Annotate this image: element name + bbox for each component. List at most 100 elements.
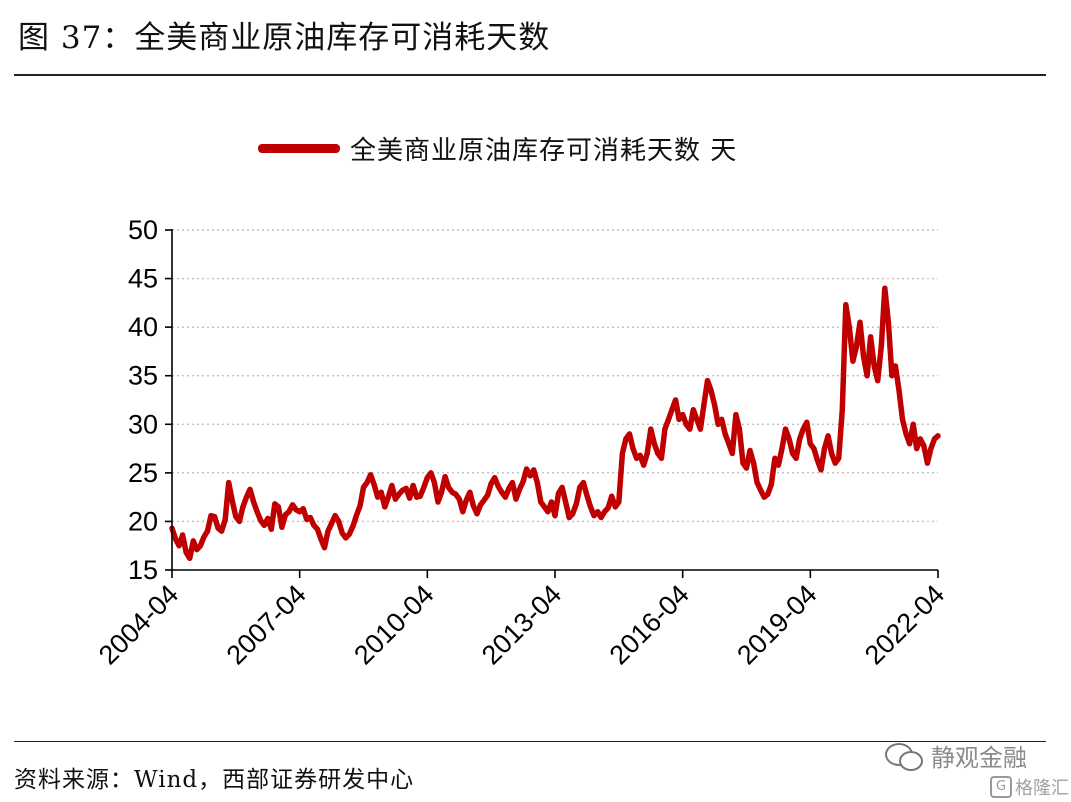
- data-point: [353, 513, 359, 519]
- data-point: [821, 446, 828, 452]
- data-point: [899, 416, 906, 422]
- data-point: [829, 450, 835, 456]
- data-point: [836, 455, 842, 461]
- data-point: [669, 407, 675, 413]
- data-point: [811, 446, 817, 452]
- data-point: [516, 486, 523, 492]
- watermark: 静观金融: [885, 738, 1027, 773]
- data-point: [591, 513, 597, 519]
- data-point: [605, 505, 611, 511]
- data-point: [726, 441, 732, 447]
- data-point: [903, 431, 909, 437]
- data-point: [761, 494, 767, 500]
- data-point: [417, 493, 423, 499]
- data-point: [651, 441, 657, 447]
- data-point: [513, 496, 519, 502]
- x-tick-labels: 2004-04 2007-04 2010-04 2013-04 2016-04 2019-…: [93, 579, 950, 670]
- data-point: [754, 480, 760, 486]
- x-tick-label: 2016-04: [604, 579, 695, 670]
- data-point: [375, 494, 381, 500]
- data-point: [864, 373, 870, 379]
- data-point: [502, 494, 508, 500]
- data-point: [290, 502, 296, 508]
- data-point: [378, 489, 384, 495]
- data-point: [814, 457, 821, 463]
- data-point: [424, 475, 430, 481]
- data-point: [520, 479, 526, 485]
- data-point: [446, 484, 452, 490]
- data-point: [673, 397, 679, 403]
- data-point: [832, 460, 838, 466]
- data-point: [527, 473, 533, 479]
- data-point: [467, 489, 473, 495]
- data-point: [868, 334, 874, 340]
- data-point: [889, 373, 895, 379]
- data-point: [910, 421, 916, 427]
- data-point: [878, 344, 884, 350]
- data-point: [318, 536, 324, 542]
- data-point: [772, 455, 778, 461]
- data-point: [282, 511, 289, 518]
- data-point: [460, 509, 466, 515]
- wechat-icon: [885, 742, 925, 771]
- y-tick-label: 20: [128, 506, 158, 536]
- data-point: [846, 324, 852, 330]
- data-point: [860, 353, 867, 359]
- y-tick-label: 35: [128, 361, 158, 391]
- data-point: [751, 460, 757, 466]
- footer-divider: [14, 741, 1046, 742]
- data-point: [914, 446, 920, 452]
- data-point: [882, 285, 888, 291]
- data-point: [779, 446, 785, 452]
- data-point: [758, 487, 764, 493]
- y-tick-label: 50: [128, 215, 158, 245]
- figure-title: 图 37：全美商业原油库存可消耗天数: [18, 20, 551, 56]
- data-point: [371, 481, 377, 488]
- data-point: [286, 509, 292, 515]
- x-tick-label: 2010-04: [348, 579, 439, 670]
- data-point: [907, 441, 913, 447]
- data-point: [403, 485, 409, 491]
- data-point: [786, 436, 792, 442]
- data-point: [538, 499, 544, 505]
- data-point: [641, 462, 647, 468]
- data-point: [321, 545, 328, 551]
- data-point: [438, 489, 445, 495]
- data-point: [219, 528, 225, 534]
- data-point: [630, 446, 636, 452]
- data-point: [531, 467, 537, 473]
- data-point: [580, 480, 587, 486]
- data-point: [570, 511, 576, 517]
- x-tick-label: 2013-04: [476, 579, 567, 670]
- data-point: [176, 543, 182, 549]
- axes: [165, 229, 939, 578]
- data-point: [662, 426, 668, 432]
- data-point: [921, 443, 927, 449]
- data-point: [307, 514, 313, 521]
- data-point: [268, 526, 274, 532]
- data-point: [265, 515, 271, 522]
- data-point: [197, 543, 203, 549]
- data-point: [712, 402, 718, 408]
- publisher-mark: G 格隆汇: [990, 774, 1069, 800]
- data-point: [687, 426, 693, 432]
- data-point: [258, 517, 264, 524]
- data-point: [336, 518, 342, 525]
- data-point: [204, 528, 211, 534]
- data-point: [559, 484, 565, 490]
- data-point: [360, 484, 367, 490]
- data-point: [797, 436, 803, 442]
- data-point: [850, 358, 856, 364]
- data-point: [396, 491, 402, 497]
- data-point: [623, 436, 629, 442]
- data-point: [251, 499, 257, 505]
- data-point: [463, 497, 469, 503]
- data-point: [573, 501, 579, 507]
- data-point: [552, 513, 558, 519]
- data-point: [187, 555, 193, 561]
- data-point: [843, 302, 849, 308]
- data-point: [587, 504, 594, 510]
- data-point: [648, 426, 654, 432]
- data-point: [665, 416, 672, 422]
- data-point: [563, 499, 569, 505]
